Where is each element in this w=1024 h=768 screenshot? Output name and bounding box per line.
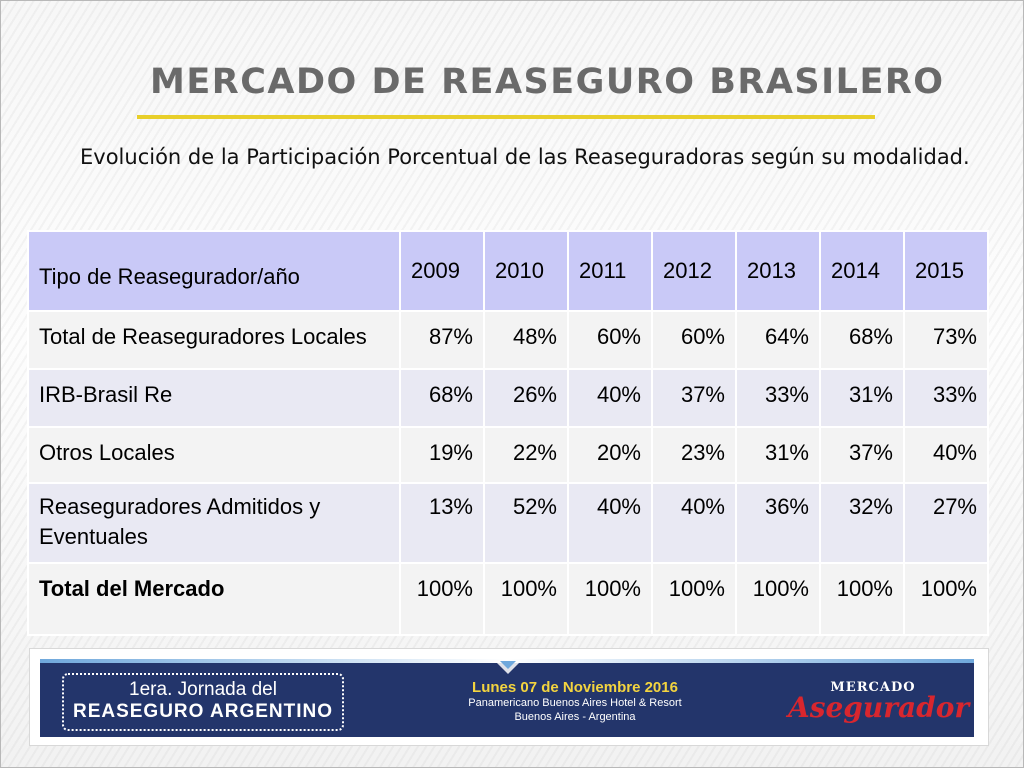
- slide-title: MERCADO DE REASEGURO BRASILERO: [150, 62, 945, 102]
- row-label: IRB-Brasil Re: [27, 368, 401, 428]
- banner-background: 1era. Jornada del REASEGURO ARGENTINO Lu…: [40, 659, 974, 737]
- row-label: Total del Mercado: [27, 562, 401, 636]
- row-label: Otros Locales: [27, 426, 401, 484]
- table-cell: 26%: [483, 368, 569, 428]
- row-label: Reaseguradores Admitidos y Eventuales: [27, 482, 401, 564]
- table-cell: 100%: [483, 562, 569, 636]
- table-cell: 19%: [399, 426, 485, 484]
- table-header-row: Tipo de Reasegurador/año 2009 2010 2011 …: [27, 230, 989, 312]
- table-cell: 100%: [903, 562, 989, 636]
- table-row: Total de Reaseguradores Locales 87% 48% …: [27, 310, 989, 370]
- header-cell-2012: 2012: [651, 230, 737, 312]
- table-cell: 60%: [651, 310, 737, 370]
- event-title-line2: REASEGURO ARGENTINO: [72, 701, 334, 722]
- table-cell: 100%: [735, 562, 821, 636]
- table-cell: 64%: [735, 310, 821, 370]
- table-cell: 52%: [483, 482, 569, 564]
- table-cell: 22%: [483, 426, 569, 484]
- table-cell: 73%: [903, 310, 989, 370]
- table-cell: 48%: [483, 310, 569, 370]
- logo-top-text: MERCADO: [830, 680, 916, 695]
- table-cell: 20%: [567, 426, 653, 484]
- header-cell-2009: 2009: [399, 230, 485, 312]
- table-cell: 33%: [735, 368, 821, 428]
- table-cell: 27%: [903, 482, 989, 564]
- table-cell: 68%: [819, 310, 905, 370]
- table-cell: 37%: [819, 426, 905, 484]
- table-row: IRB-Brasil Re 68% 26% 40% 37% 33% 31% 33…: [27, 368, 989, 428]
- event-title-box: 1era. Jornada del REASEGURO ARGENTINO: [62, 673, 344, 731]
- table-cell: 13%: [399, 482, 485, 564]
- table-cell: 100%: [567, 562, 653, 636]
- header-cell-2014: 2014: [819, 230, 905, 312]
- table-cell: 60%: [567, 310, 653, 370]
- table-cell: 33%: [903, 368, 989, 428]
- table-row-total: Total del Mercado 100% 100% 100% 100% 10…: [27, 562, 989, 636]
- header-cell-2013: 2013: [735, 230, 821, 312]
- header-cell-2010: 2010: [483, 230, 569, 312]
- chevron-down-icon: [495, 661, 521, 674]
- table-cell: 87%: [399, 310, 485, 370]
- event-banner: 1era. Jornada del REASEGURO ARGENTINO Lu…: [29, 648, 989, 746]
- table-cell: 40%: [651, 482, 737, 564]
- table-cell: 68%: [399, 368, 485, 428]
- table-cell: 100%: [651, 562, 737, 636]
- reinsurance-table: Tipo de Reasegurador/año 2009 2010 2011 …: [27, 230, 989, 636]
- table-cell: 36%: [735, 482, 821, 564]
- table-cell: 31%: [735, 426, 821, 484]
- table-row: Otros Locales 19% 22% 20% 23% 31% 37% 40…: [27, 426, 989, 484]
- mercado-asegurador-logo: MERCADO Asegurador: [788, 680, 970, 729]
- table-cell: 40%: [903, 426, 989, 484]
- header-cell-2011: 2011: [567, 230, 653, 312]
- table-cell: 32%: [819, 482, 905, 564]
- table-row: Reaseguradores Admitidos y Eventuales 13…: [27, 482, 989, 564]
- event-info: Lunes 07 de Noviembre 2016 Panamericano …: [460, 679, 690, 724]
- event-venue: Panamericano Buenos Aires Hotel & Resort: [468, 697, 682, 709]
- event-title-line1: 1era. Jornada del: [129, 679, 277, 700]
- table-cell: 37%: [651, 368, 737, 428]
- row-label: Total de Reaseguradores Locales: [27, 310, 401, 370]
- event-city: Buenos Aires - Argentina: [514, 711, 636, 723]
- logo-bottom-text: Asegurador: [788, 691, 970, 724]
- header-cell-2015: 2015: [903, 230, 989, 312]
- table-cell: 23%: [651, 426, 737, 484]
- table-cell: 31%: [819, 368, 905, 428]
- header-cell-type: Tipo de Reasegurador/año: [27, 230, 401, 312]
- event-date: Lunes 07 de Noviembre 2016: [472, 679, 678, 696]
- slide-subtitle: Evolución de la Participación Porcentual…: [80, 145, 970, 169]
- table-cell: 100%: [399, 562, 485, 636]
- table-cell: 40%: [567, 368, 653, 428]
- title-underline: [137, 115, 875, 119]
- table-cell: 40%: [567, 482, 653, 564]
- table-cell: 100%: [819, 562, 905, 636]
